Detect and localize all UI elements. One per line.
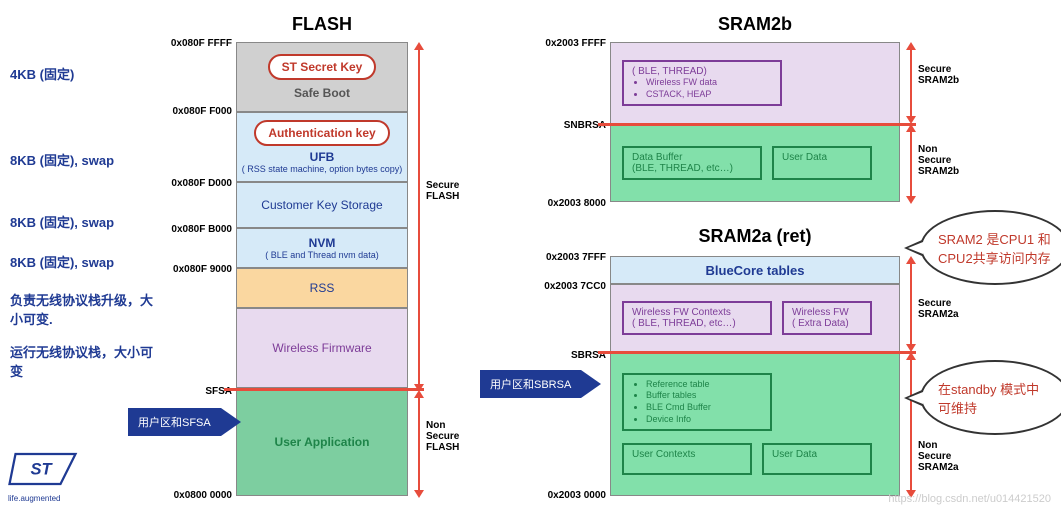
ctx1-l1: Wireless FW Contexts bbox=[632, 307, 762, 318]
addr-sram2b-top: 0x2003 FFFF bbox=[536, 38, 606, 49]
sram2a-nonsecure-label: NonSecureSRAM2a bbox=[918, 440, 959, 473]
sram2b-lower: Data Buffer (BLE, THREAD, etc…) User Dat… bbox=[610, 124, 900, 202]
addr-flash-d000: 0x080F D000 bbox=[162, 178, 232, 189]
flash-column: ST Secret Key Safe Boot Authentication k… bbox=[236, 42, 408, 496]
g-item-3: Device Info bbox=[646, 414, 762, 426]
addr-sram2b-bottom: 0x2003 8000 bbox=[536, 198, 606, 209]
flash-wfw: Wireless Firmware bbox=[236, 308, 408, 388]
sram2b-nonsecure-label: NonSecureSRAM2b bbox=[918, 144, 959, 177]
sram2b-databuf-l2: (BLE, THREAD, etc…) bbox=[632, 163, 752, 174]
ufb-label: UFB bbox=[310, 150, 335, 164]
sram2a-secure-arrow bbox=[910, 262, 912, 346]
flash-rss: RSS bbox=[236, 268, 408, 308]
sram2a-bluecore: BlueCore tables bbox=[610, 256, 900, 284]
auth-key-pill: Authentication key bbox=[254, 120, 389, 146]
sram2b-item-0: Wireless FW data bbox=[646, 77, 772, 89]
sram2a-secure-label: SecureSRAM2a bbox=[918, 298, 959, 320]
sram2a-ctx-box1: Wireless FW Contexts ( BLE, THREAD, etc…… bbox=[622, 301, 772, 335]
flash-red-line bbox=[224, 388, 424, 391]
addr-flash-bottom: 0x0800 0000 bbox=[162, 490, 232, 501]
sram2b-upper-line1: ( BLE, THREAD) bbox=[632, 66, 772, 77]
flash-userapp: User Application bbox=[236, 388, 408, 496]
sram2b-databuf-l1: Data Buffer bbox=[632, 152, 752, 163]
ufb-sub: ( RSS state machine, option bytes copy) bbox=[242, 164, 403, 174]
blue-arrow-sfsa: 用户区和SFSA bbox=[128, 408, 221, 436]
sram2b-title: SRAM2b bbox=[610, 14, 900, 35]
sram2b-red-line bbox=[598, 123, 916, 126]
safeboot-label: Safe Boot bbox=[294, 86, 350, 100]
ctx2-l1: Wireless FW bbox=[792, 307, 862, 318]
sram2b-secure-label: SecureSRAM2b bbox=[918, 64, 959, 86]
watermark: https://blog.csdn.net/u014421520 bbox=[888, 493, 1051, 505]
addr-flash-b000: 0x080F B000 bbox=[162, 224, 232, 235]
annot-4kb: 4KB (固定) bbox=[10, 64, 74, 83]
logo-sub: life.augmented bbox=[8, 494, 83, 503]
st-logo: ST life.augmented bbox=[8, 449, 83, 503]
svg-text:ST: ST bbox=[31, 460, 54, 478]
flash-secure-label: SecureFLASH bbox=[426, 180, 459, 202]
addr-sram2a-top: 0x2003 7FFF bbox=[536, 252, 606, 263]
annot-rss: 负责无线协议栈升级，大小可变. bbox=[10, 290, 160, 328]
flash-secure-arrow bbox=[418, 48, 420, 386]
annot-8kb-2: 8KB (固定), swap bbox=[10, 212, 114, 231]
sram2b-databuf: Data Buffer (BLE, THREAD, etc…) bbox=[622, 146, 762, 180]
sram2a-title: SRAM2a (ret) bbox=[610, 226, 900, 247]
sram2b-nonsecure-arrow bbox=[910, 130, 912, 198]
nvm-label: NVM bbox=[309, 236, 336, 250]
flash-safeboot: ST Secret Key Safe Boot bbox=[236, 42, 408, 112]
blue-arrow-sbrsa: 用户区和SBRSA bbox=[480, 370, 581, 398]
flash-title: FLASH bbox=[236, 14, 408, 35]
annot-8kb-3: 8KB (固定), swap bbox=[10, 252, 114, 271]
st-secret-pill: ST Secret Key bbox=[268, 54, 377, 80]
sram2a-green-list: Reference table Buffer tables BLE Cmd Bu… bbox=[622, 373, 772, 432]
sram2b-secure-arrow bbox=[910, 48, 912, 118]
flash-nonsecure-arrow bbox=[418, 396, 420, 492]
sram2a-green: Reference table Buffer tables BLE Cmd Bu… bbox=[610, 352, 900, 496]
sram2b-column: ( BLE, THREAD) Wireless FW data CSTACK, … bbox=[610, 42, 900, 202]
addr-flash-9000: 0x080F 9000 bbox=[162, 264, 232, 275]
sram2a-userctx: User Contexts bbox=[622, 443, 752, 475]
addr-sram2a-cc0: 0x2003 7CC0 bbox=[536, 281, 606, 292]
bubble-sram2-share: SRAM2 是CPU1 和CPU2共享访问内存 bbox=[920, 210, 1061, 285]
sram2b-upper: ( BLE, THREAD) Wireless FW data CSTACK, … bbox=[610, 42, 900, 124]
ctx1-l2: ( BLE, THREAD, etc…) bbox=[632, 318, 762, 329]
addr-flash-f000: 0x080F F000 bbox=[162, 106, 232, 117]
sram2a-nonsecure-arrow bbox=[910, 358, 912, 492]
addr-sram2a-bottom: 0x2003 0000 bbox=[536, 490, 606, 501]
sram2a-userdata: User Data bbox=[762, 443, 872, 475]
ctx2-l2: ( Extra Data) bbox=[792, 318, 862, 329]
sram2b-item-1: CSTACK, HEAP bbox=[646, 89, 772, 101]
flash-cks: Customer Key Storage bbox=[236, 182, 408, 228]
g-item-0: Reference table bbox=[646, 379, 762, 391]
nvm-sub: ( BLE and Thread nvm data) bbox=[265, 250, 378, 260]
sram2b-userdata: User Data bbox=[772, 146, 872, 180]
annot-8kb-1: 8KB (固定), swap bbox=[10, 150, 114, 169]
flash-ufb: Authentication key UFB ( RSS state machi… bbox=[236, 112, 408, 182]
sram2a-ctx-box2: Wireless FW ( Extra Data) bbox=[782, 301, 872, 335]
flash-nonsecure-label: NonSecureFLASH bbox=[426, 420, 459, 453]
sram2a-red-line bbox=[598, 351, 916, 354]
addr-flash-top: 0x080F FFFF bbox=[162, 38, 232, 49]
flash-nvm: NVM ( BLE and Thread nvm data) bbox=[236, 228, 408, 268]
annot-wfw: 运行无线协议栈，大小可变 bbox=[10, 342, 160, 380]
g-item-2: BLE Cmd Buffer bbox=[646, 402, 762, 414]
bubble-standby: 在standby 模式中可维持 bbox=[920, 360, 1061, 435]
g-item-1: Buffer tables bbox=[646, 390, 762, 402]
sram2b-upper-box: ( BLE, THREAD) Wireless FW data CSTACK, … bbox=[622, 60, 782, 106]
sram2a-column: BlueCore tables Wireless FW Contexts ( B… bbox=[610, 256, 900, 496]
sram2a-contexts: Wireless FW Contexts ( BLE, THREAD, etc…… bbox=[610, 284, 900, 352]
